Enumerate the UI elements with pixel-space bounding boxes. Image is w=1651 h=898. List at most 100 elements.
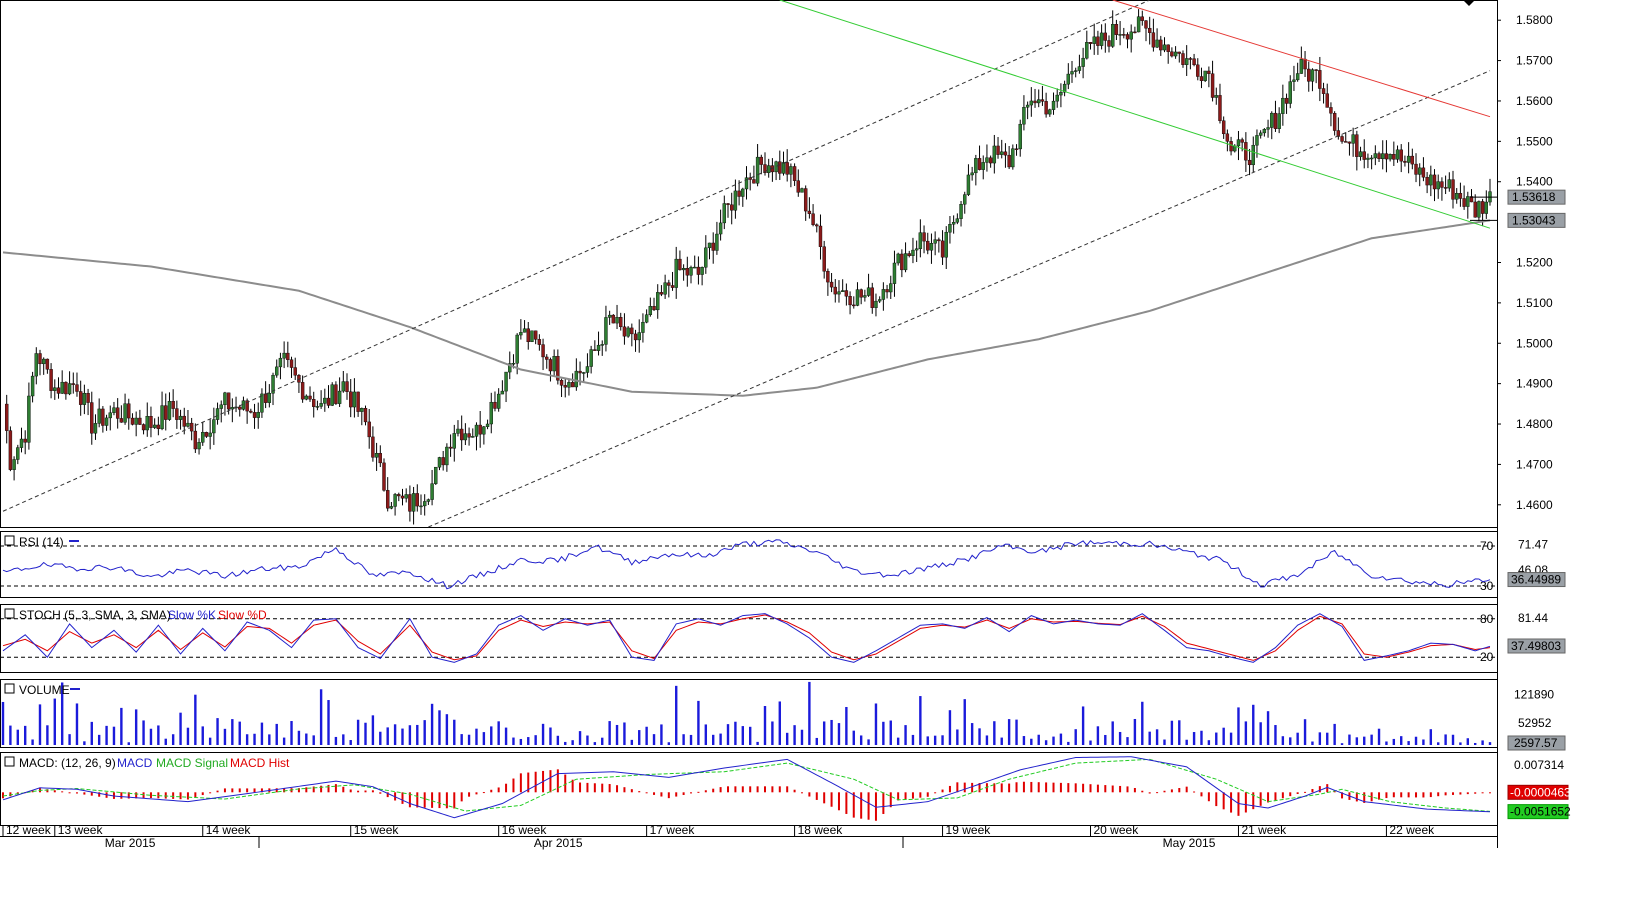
volume-bar bbox=[1037, 734, 1040, 745]
macd-hist-bar bbox=[630, 789, 633, 793]
macd-hist-bar bbox=[763, 786, 766, 793]
volume-bar bbox=[497, 721, 500, 745]
candle bbox=[693, 255, 697, 269]
macd-signal-line bbox=[2, 758, 1491, 812]
volume-bar bbox=[208, 737, 212, 745]
macd-hist-bar bbox=[90, 792, 93, 796]
volume-bar bbox=[638, 730, 641, 745]
candle bbox=[519, 319, 523, 340]
candle-body bbox=[644, 314, 649, 323]
candle bbox=[1381, 140, 1385, 170]
candle bbox=[64, 381, 68, 400]
candle-body bbox=[578, 370, 582, 374]
candle-body bbox=[1133, 31, 1137, 34]
macd-hist-bar bbox=[223, 788, 226, 793]
candle-body bbox=[1458, 193, 1463, 199]
candle bbox=[789, 163, 793, 188]
week-label: 16 week bbox=[502, 823, 548, 837]
stoch-last-box bbox=[1507, 638, 1566, 654]
macd-hist-bar bbox=[1237, 792, 1240, 816]
candle bbox=[1288, 75, 1292, 109]
candle bbox=[385, 477, 390, 512]
candle-body bbox=[1003, 151, 1008, 156]
candle-body bbox=[223, 392, 227, 406]
candle-body bbox=[326, 397, 331, 406]
macd-hist-bar bbox=[808, 792, 811, 797]
candle-body bbox=[1229, 141, 1233, 152]
candle-body bbox=[1184, 58, 1189, 65]
macd-hist-bar bbox=[408, 792, 411, 808]
volume-bar bbox=[1222, 727, 1225, 745]
candle bbox=[567, 379, 571, 396]
candle bbox=[1210, 60, 1215, 102]
stoch-legend-d: Slow %D bbox=[218, 608, 267, 622]
candle bbox=[1247, 148, 1252, 176]
candle bbox=[859, 288, 863, 305]
rsi-level-label: 30 bbox=[1480, 579, 1494, 593]
candle-body bbox=[1332, 113, 1337, 131]
candle-body bbox=[204, 432, 209, 437]
candle bbox=[456, 420, 460, 437]
candle-body bbox=[212, 419, 216, 434]
candle bbox=[267, 384, 272, 408]
candle bbox=[992, 134, 997, 174]
volume-bar bbox=[697, 700, 700, 745]
candle bbox=[1325, 83, 1329, 108]
volume-bar bbox=[386, 727, 389, 745]
candle-body bbox=[41, 358, 46, 365]
candle bbox=[1332, 111, 1337, 136]
candle-body bbox=[215, 408, 220, 420]
candle bbox=[1192, 53, 1196, 67]
candle bbox=[397, 492, 401, 502]
candle-body bbox=[937, 239, 941, 242]
candle-body bbox=[71, 383, 75, 385]
candle-body bbox=[1262, 129, 1267, 134]
volume-bar bbox=[1141, 701, 1144, 745]
candle bbox=[803, 185, 808, 221]
volume-bar bbox=[1429, 729, 1433, 745]
candle bbox=[1469, 189, 1474, 203]
macd-hist-bar bbox=[416, 792, 419, 808]
candle-body bbox=[1177, 51, 1181, 54]
candle-body bbox=[245, 400, 249, 412]
macd-hist-bar bbox=[468, 792, 471, 797]
candle bbox=[744, 166, 749, 200]
candle-body bbox=[175, 408, 179, 420]
macd-hist-bar bbox=[53, 790, 56, 793]
candle bbox=[1147, 16, 1152, 45]
candle-body bbox=[1218, 95, 1222, 121]
volume-bar bbox=[223, 728, 227, 745]
volume-bar bbox=[556, 735, 560, 745]
candle bbox=[826, 268, 830, 296]
macd-hist-bar bbox=[727, 786, 730, 793]
candle bbox=[951, 215, 956, 234]
candle bbox=[1184, 45, 1189, 76]
volume-bar bbox=[408, 725, 412, 745]
candle-body bbox=[260, 393, 264, 413]
candle bbox=[1207, 66, 1211, 88]
candle-body bbox=[892, 262, 897, 284]
volume-bar bbox=[60, 682, 64, 745]
candle bbox=[493, 391, 497, 412]
macd-hist-bar bbox=[771, 786, 774, 793]
volume-bar bbox=[1407, 741, 1410, 745]
candle-body bbox=[445, 446, 449, 466]
volume-bar bbox=[601, 737, 604, 745]
macd-hist-bar bbox=[534, 771, 537, 793]
macd-hist-bar bbox=[1119, 785, 1122, 793]
candle-body bbox=[1018, 123, 1022, 150]
candle bbox=[1392, 141, 1396, 166]
candle-body bbox=[145, 416, 149, 431]
candle bbox=[1410, 148, 1415, 170]
candle bbox=[4, 394, 9, 444]
macd-hist-bar bbox=[586, 782, 589, 793]
candle bbox=[474, 422, 479, 451]
macd-hist-bar bbox=[1489, 792, 1491, 794]
candle-body bbox=[30, 375, 35, 397]
candle bbox=[1277, 107, 1281, 134]
candle bbox=[356, 391, 360, 417]
candle-body bbox=[963, 194, 967, 205]
macd-hist-bar bbox=[1207, 792, 1210, 802]
stoch-last-text: 37.49803 bbox=[1511, 639, 1561, 653]
